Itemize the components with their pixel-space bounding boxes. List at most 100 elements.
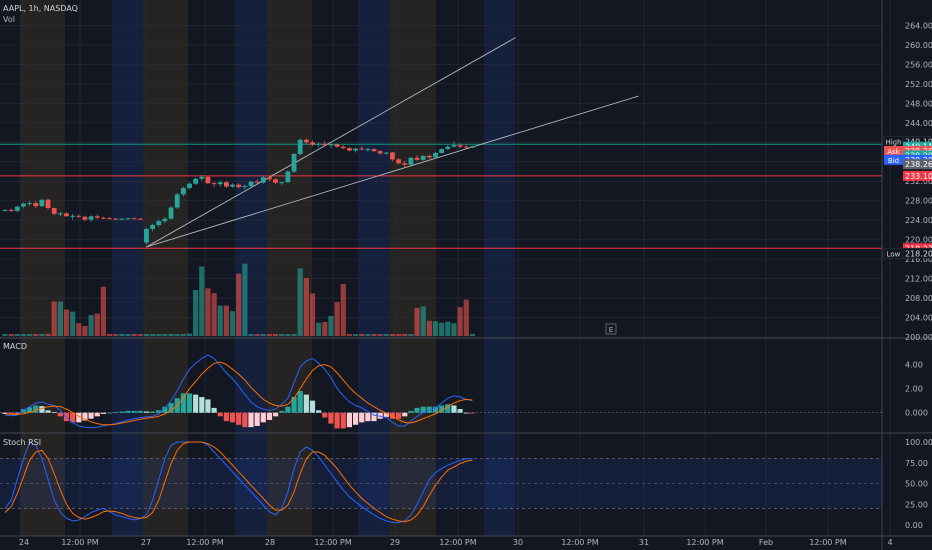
candle-body — [242, 186, 248, 188]
candle-body — [57, 213, 63, 215]
macd-hist-bar — [113, 412, 119, 413]
symbol-title[interactable]: AAPL, 1h, NASDAQ — [3, 4, 78, 13]
macd-hist-bar — [291, 397, 297, 413]
stoch-k-line — [4, 441, 473, 523]
volume-bar — [27, 334, 33, 336]
volume-bar — [119, 334, 125, 336]
price-tick-label: 204.00 — [905, 314, 932, 323]
macd-hist-bar — [131, 410, 137, 413]
macd-hist-bar — [242, 412, 248, 428]
macd-hist-bar — [432, 406, 439, 413]
macd-hist-bar — [51, 412, 57, 413]
macd-hist-bar — [359, 412, 365, 423]
channel-lines[interactable] — [146, 37, 639, 248]
volume-bar — [125, 334, 131, 336]
volume-bar — [426, 320, 432, 336]
volume-bar — [8, 334, 14, 336]
event-marker[interactable]: E — [605, 323, 617, 335]
volume-bar — [236, 273, 242, 336]
macd-label[interactable]: MACD — [3, 342, 27, 351]
macd-hist-bar — [408, 410, 414, 413]
macd-hist-bar — [340, 412, 346, 429]
volume-bar — [82, 326, 88, 336]
price-tick-label: 212.00 — [905, 275, 932, 284]
volume-bar — [334, 302, 340, 336]
macd-hist-bar — [205, 399, 211, 413]
volume-bar — [88, 315, 94, 336]
candle-body — [21, 203, 26, 207]
macd-hist-bar — [445, 404, 451, 413]
candle-body — [64, 213, 69, 217]
macd-hist-bar — [352, 412, 359, 425]
candlesticks[interactable] — [2, 138, 475, 245]
volume-label[interactable]: Vol — [3, 15, 15, 24]
session-shade — [235, 0, 267, 536]
candle-body — [451, 145, 457, 147]
volume-bar — [365, 334, 371, 336]
stoch-tick-label: 100.00 — [905, 438, 932, 447]
macd-hist-bar — [377, 412, 383, 419]
candle-body — [310, 142, 315, 145]
macd-hist-bar — [162, 406, 168, 413]
volume-bar — [100, 286, 106, 336]
volume-bar — [359, 334, 365, 336]
macd-hist-bar — [180, 393, 186, 413]
volume-bar — [143, 334, 150, 336]
time-tick-label: 12:00 PM — [439, 538, 476, 547]
macd-hist-bar — [334, 412, 340, 429]
volume-bar — [113, 334, 119, 336]
volume-bar — [291, 334, 297, 336]
macd-hist-bar — [150, 411, 156, 413]
volume-bar — [223, 305, 229, 336]
macd-hist-bar — [88, 412, 94, 419]
candle-body — [359, 148, 365, 150]
session-shade — [390, 0, 436, 536]
macd-hist-bar — [248, 412, 254, 428]
candle-body — [2, 209, 8, 211]
macd-tick-label: 2.00 — [905, 385, 923, 394]
price-tags: High240.19240.11Ask239.26239.20Bid239.20… — [883, 136, 932, 259]
time-axis[interactable]: 24 12:00 PM 27 12:00 PM 28 12:00 PM 29 12:00 PM… — [19, 538, 893, 547]
candle-body — [88, 216, 94, 220]
macd-hist-bar — [328, 412, 334, 424]
volume-bar — [402, 334, 408, 336]
price-axis[interactable]: 264.00260.00256.00252.00248.00244.00240.… — [905, 21, 932, 530]
volume-bar — [377, 334, 383, 336]
session-backgrounds — [20, 0, 515, 536]
price-tick-label: 232.00 — [905, 177, 932, 186]
volume-bar — [297, 268, 303, 336]
candle-body — [119, 218, 125, 220]
macd-hist-bar — [371, 412, 377, 422]
time-tick-label: 12:00 PM — [686, 538, 723, 547]
stoch-tick-label: 75.00 — [905, 459, 928, 468]
price-tag-label-box — [884, 154, 903, 165]
macd-hist-bar — [70, 412, 76, 423]
volume-bar — [371, 334, 377, 336]
candle-body — [433, 153, 438, 158]
volume-bar — [186, 333, 193, 336]
volume-bar — [260, 334, 266, 336]
horizontal-lines[interactable] — [0, 143, 882, 249]
volume-bar — [266, 334, 273, 336]
stoch-tick-label: 25.00 — [905, 500, 928, 509]
volume-bar — [408, 334, 414, 336]
session-shade — [143, 0, 188, 536]
time-tick-label: 12:00 PM — [561, 538, 598, 547]
candle-body — [297, 139, 303, 154]
time-tick-label: 12:00 PM — [314, 538, 351, 547]
candle-body — [254, 181, 260, 183]
candle-body — [76, 215, 82, 217]
volume-bar — [439, 322, 445, 336]
price-tick-label: 260.00 — [905, 41, 932, 50]
stoch-rsi-label[interactable]: Stoch RSI — [3, 438, 42, 447]
macd-hist-bar — [402, 412, 408, 417]
candle-body — [70, 215, 76, 217]
candle-body — [328, 144, 334, 146]
candle-body — [230, 184, 235, 187]
macd-hist-bar — [186, 393, 193, 413]
candle-body — [156, 221, 162, 226]
price-tag-name: Ask — [887, 148, 900, 156]
volume-bar — [279, 334, 285, 336]
candle-body — [162, 218, 168, 222]
